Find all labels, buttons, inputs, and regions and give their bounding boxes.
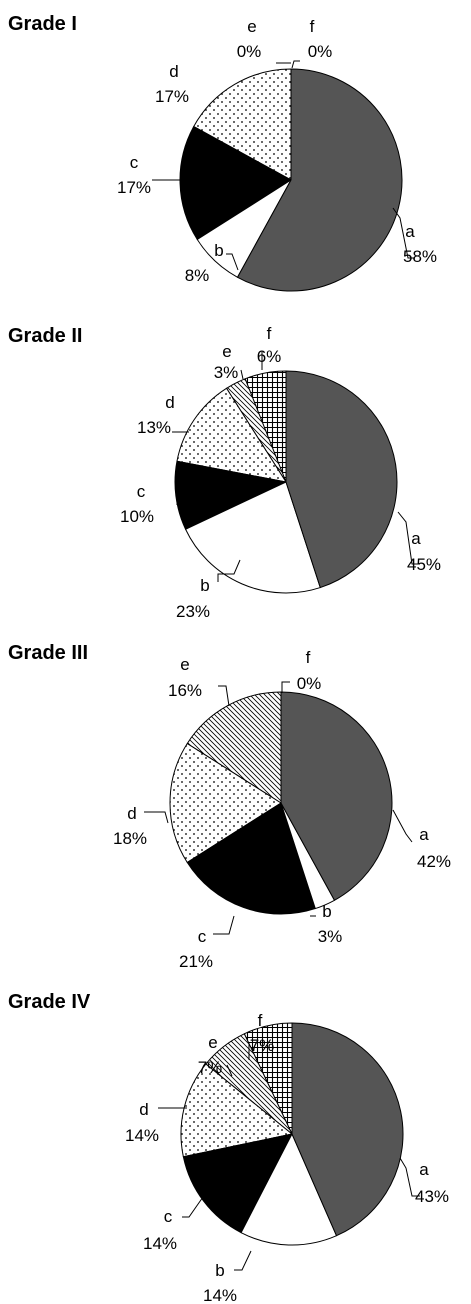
pie-slice-e	[186, 691, 282, 804]
slice-value-e: 16%	[168, 681, 202, 700]
leader-line-c	[182, 1196, 204, 1218]
slice-value-c: 21%	[179, 952, 213, 971]
slice-name-b: b	[200, 576, 209, 595]
chart-title: Grade III	[8, 642, 88, 664]
slice-name-c: c	[130, 153, 139, 172]
leader-line-a	[392, 809, 413, 843]
slice-name-d: d	[127, 804, 136, 823]
slice-name-c: c	[164, 1207, 173, 1226]
slice-value-a: 43%	[415, 1187, 449, 1206]
slice-name-f: f	[267, 324, 272, 343]
pie-slice-a	[280, 691, 393, 901]
chart-grade-3: Grade III a 42% b 3% c 21% d 18% e 16% f…	[8, 642, 451, 971]
leader-line-b	[226, 253, 239, 271]
leader-line-b	[234, 1250, 252, 1271]
slice-value-d: 13%	[137, 418, 171, 437]
pie-slice-c	[179, 126, 292, 240]
leader-line-e	[226, 1064, 233, 1077]
slice-value-c: 14%	[143, 1234, 177, 1253]
slice-name-d: d	[165, 393, 174, 412]
slice-value-d: 18%	[113, 829, 147, 848]
chart-title: Grade II	[8, 325, 82, 347]
leader-line-e	[218, 685, 230, 707]
slice-value-a: 45%	[407, 555, 441, 574]
pie-slice-a	[291, 1022, 404, 1237]
slice-value-a: 58%	[403, 247, 437, 266]
slice-value-f: 6%	[257, 347, 282, 366]
slice-name-c: c	[137, 482, 146, 501]
slice-value-e: 3%	[214, 363, 239, 382]
chart-title: Grade IV	[8, 991, 91, 1013]
slice-name-a: a	[405, 222, 415, 241]
pie-slice-c	[182, 1133, 293, 1234]
pie-slice-d	[193, 68, 292, 181]
slice-name-a: a	[419, 1160, 429, 1179]
slice-name-b: b	[215, 1261, 224, 1280]
slice-name-a: a	[419, 825, 429, 844]
pie-slice-a	[237, 68, 403, 292]
slice-value-e: 7%	[198, 1058, 223, 1077]
leader-line-b	[217, 559, 241, 582]
slice-value-b: 14%	[203, 1286, 237, 1304]
slice-name-e: e	[208, 1033, 217, 1052]
slice-name-f: f	[306, 648, 311, 667]
pie-slice-b	[185, 481, 321, 594]
chart-grade-2: Grade II a 45% b 23% c 10% d 13% e 3% f …	[8, 324, 441, 621]
slice-value-f: 0%	[297, 674, 322, 693]
leader-line-f	[291, 60, 300, 69]
leader-line-a	[392, 207, 415, 259]
slice-value-b: 3%	[318, 927, 343, 946]
pie-slice-b	[240, 1133, 338, 1246]
leader-line-f	[281, 681, 290, 693]
slice-value-b: 23%	[176, 602, 210, 621]
slice-name-b: b	[214, 241, 223, 260]
leader-line-d	[144, 811, 169, 824]
slice-name-d: d	[139, 1100, 148, 1119]
leader-line-a	[399, 1157, 420, 1197]
leader-line-e	[240, 369, 244, 380]
chart-grade-4: Grade IV a 43% b 14% c 14% d 14% e 7% f …	[8, 991, 449, 1304]
pie-slice-d	[169, 743, 282, 863]
slice-name-a: a	[411, 529, 421, 548]
slice-name-f: f	[310, 17, 315, 36]
leader-line-a	[397, 511, 420, 565]
pie-slice-d	[176, 387, 287, 483]
slice-name-e: e	[180, 655, 189, 674]
slice-value-f: 7%	[250, 1036, 275, 1055]
slice-name-c: c	[198, 927, 207, 946]
slice-value-b: 8%	[185, 266, 210, 285]
slice-name-e: e	[247, 17, 256, 36]
pie-slice-a	[285, 370, 398, 589]
chart-grade-1: Grade I a 58% b 8% c 17% d 17% e 0% f 0%	[8, 13, 437, 292]
slice-name-d: d	[169, 62, 178, 81]
slice-name-f: f	[258, 1011, 263, 1030]
slice-value-a: 42%	[417, 852, 451, 871]
chart-title: Grade I	[8, 13, 77, 35]
slice-name-e: e	[222, 342, 231, 361]
pie-slice-c	[186, 802, 316, 915]
leader-line-c	[213, 915, 235, 935]
slice-value-c: 17%	[117, 178, 151, 197]
slice-value-e: 0%	[237, 42, 262, 61]
slice-value-c: 10%	[120, 507, 154, 526]
slice-value-d: 17%	[155, 87, 189, 106]
slice-value-d: 14%	[125, 1126, 159, 1145]
slice-value-f: 0%	[308, 42, 333, 61]
slice-name-b: b	[322, 902, 331, 921]
